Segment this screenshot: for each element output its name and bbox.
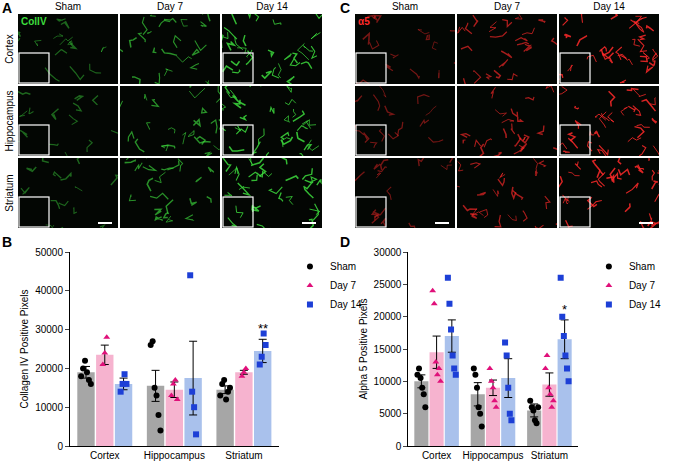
svg-text:15000: 15000 [374, 344, 402, 355]
svg-text:0: 0 [396, 441, 402, 452]
svg-text:10000: 10000 [374, 376, 402, 387]
svg-text:Collagen IV Positive Pixels: Collagen IV Positive Pixels [19, 290, 30, 409]
html-text:A: A [2, 0, 13, 16]
svg-text:50000: 50000 [35, 247, 63, 258]
svg-text:40000: 40000 [35, 285, 63, 296]
html-text:α5: α5 [358, 16, 370, 27]
svg-text:20000: 20000 [374, 311, 402, 322]
svg-text:30000: 30000 [374, 247, 402, 258]
html-text:B: B [2, 234, 13, 250]
svg-text:Day 14: Day 14 [330, 299, 362, 310]
svg-text:25000: 25000 [374, 279, 402, 290]
svg-text:30000: 30000 [35, 324, 63, 335]
svg-text:Day 7: Day 7 [629, 280, 656, 291]
svg-text:0: 0 [57, 441, 63, 452]
svg-text:10000: 10000 [35, 402, 63, 413]
svg-text:*: * [562, 302, 567, 317]
html-text:Sham: Sham [391, 1, 419, 12]
svg-text:Cortex: Cortex [90, 450, 119, 461]
html-text:Day 14: Day 14 [256, 1, 288, 12]
html-text:Day 7: Day 7 [156, 1, 184, 12]
svg-text:Striatum: Striatum [531, 450, 568, 461]
svg-text:Cortex: Cortex [422, 450, 451, 461]
html-text:Hippocampus: Hippocampus [4, 90, 15, 152]
svg-text:Hippocampus: Hippocampus [462, 450, 523, 461]
html-text:D: D [340, 234, 351, 250]
svg-text:Alpha 5 Positive Pixels: Alpha 5 Positive Pixels [358, 298, 369, 399]
svg-text:Sham: Sham [629, 261, 655, 272]
svg-text:20000: 20000 [35, 363, 63, 374]
html-text:Cortex: Cortex [4, 34, 15, 64]
svg-text:Hippocampus: Hippocampus [144, 450, 205, 461]
svg-text:Day 7: Day 7 [330, 280, 357, 291]
html-text:Striatum: Striatum [4, 174, 15, 212]
svg-text:Day 14: Day 14 [629, 299, 661, 310]
html-text:Day 7: Day 7 [493, 1, 521, 12]
html-text:Sham: Sham [54, 1, 82, 12]
html-text:Day 14: Day 14 [593, 1, 625, 12]
html-text:ColIV: ColIV [21, 16, 47, 27]
svg-text:**: ** [258, 321, 268, 336]
svg-text:5000: 5000 [379, 408, 402, 419]
svg-text:Sham: Sham [330, 261, 356, 272]
svg-text:Striatum: Striatum [225, 450, 262, 461]
html-text:C: C [340, 0, 351, 16]
